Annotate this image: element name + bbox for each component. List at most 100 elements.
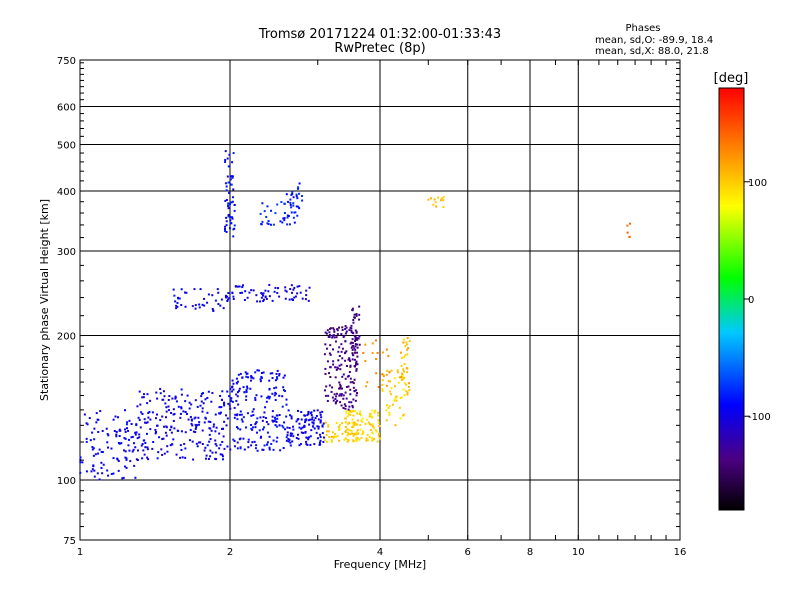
data-point (192, 430, 195, 433)
data-point (85, 437, 88, 440)
data-point (220, 427, 223, 430)
data-point (232, 152, 235, 155)
data-point (263, 426, 266, 429)
data-point (259, 212, 262, 215)
data-point (290, 193, 293, 196)
data-point (274, 212, 277, 215)
data-point (163, 425, 166, 428)
data-point (348, 358, 351, 361)
data-point (337, 428, 340, 431)
data-point (374, 339, 377, 342)
data-point (245, 372, 248, 375)
data-point (319, 420, 322, 423)
data-point (125, 458, 128, 461)
data-point (326, 440, 329, 443)
data-point (141, 396, 144, 399)
data-point (359, 428, 362, 431)
data-point (388, 413, 391, 416)
data-point (239, 447, 242, 450)
data-point (361, 433, 364, 436)
data-point (202, 392, 205, 395)
data-point (315, 415, 318, 418)
data-point (269, 223, 272, 226)
data-point (221, 453, 224, 456)
data-point (154, 432, 157, 435)
data-point (261, 448, 264, 451)
data-point (350, 346, 353, 349)
data-point (285, 439, 288, 442)
data-point (215, 426, 218, 429)
data-point (292, 288, 295, 291)
data-point (358, 438, 361, 441)
data-point (127, 438, 130, 441)
colorbar (718, 87, 745, 511)
data-point (353, 316, 356, 319)
data-point (385, 373, 388, 376)
data-point (296, 197, 299, 200)
data-point (322, 422, 325, 425)
data-point (355, 337, 358, 340)
data-point (135, 423, 138, 426)
data-point (298, 192, 301, 195)
data-point (296, 409, 299, 412)
data-point (194, 304, 197, 307)
data-point (381, 373, 384, 376)
data-point (262, 448, 265, 451)
data-point (354, 335, 357, 338)
data-point (401, 376, 404, 379)
data-point (292, 202, 295, 205)
data-point (285, 403, 288, 406)
x-axis-ticks: 1 2 4 6 8 10 16 (77, 60, 687, 558)
data-point (324, 421, 327, 424)
data-point (329, 344, 332, 347)
data-point (268, 283, 271, 286)
data-point (224, 296, 227, 299)
data-point (286, 216, 289, 219)
data-point (288, 438, 291, 441)
data-point (345, 350, 348, 353)
data-point (376, 440, 379, 443)
data-point (305, 294, 308, 297)
data-point (230, 175, 233, 178)
data-point (198, 306, 201, 309)
data-point (295, 437, 298, 440)
data-point (299, 291, 302, 294)
data-point (196, 424, 199, 427)
data-point (377, 422, 380, 425)
data-point (275, 372, 278, 375)
data-point (408, 389, 411, 392)
x-tick-label: 16 (674, 547, 687, 558)
data-point (194, 431, 197, 434)
data-point (107, 474, 110, 477)
data-point (347, 358, 350, 361)
data-point (254, 398, 257, 401)
data-point (217, 303, 220, 306)
data-point (179, 416, 182, 419)
data-point (133, 464, 136, 467)
data-point (342, 336, 345, 339)
data-point (244, 371, 247, 374)
data-point (138, 418, 141, 421)
data-point (341, 422, 344, 425)
data-point (626, 224, 629, 227)
data-point (247, 376, 250, 379)
data-point (228, 153, 231, 156)
data-point (151, 447, 154, 450)
data-point (189, 415, 192, 418)
data-point (231, 196, 234, 199)
data-point (226, 445, 229, 448)
data-point (440, 197, 443, 200)
data-point (223, 227, 226, 230)
data-point (356, 346, 359, 349)
data-point (287, 437, 290, 440)
data-point (353, 365, 356, 368)
data-point (338, 355, 341, 358)
data-point (340, 363, 343, 366)
data-point (309, 418, 312, 421)
data-point (229, 387, 232, 390)
data-point (326, 360, 329, 363)
data-point (219, 394, 222, 397)
data-point (306, 436, 309, 439)
data-point (146, 446, 149, 449)
data-point (176, 305, 179, 308)
